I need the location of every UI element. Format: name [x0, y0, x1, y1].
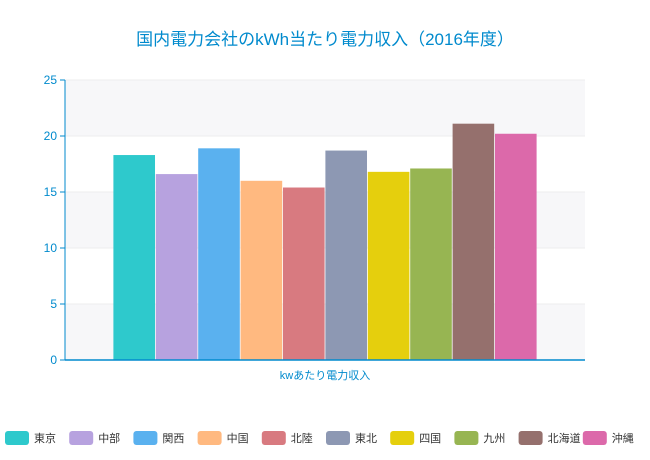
legend-label: 四国: [419, 432, 441, 445]
bar-北海道[interactable]: [452, 123, 495, 361]
legend-label: 北海道: [548, 431, 581, 445]
legend-swatch: [454, 431, 479, 445]
y-tick-label: 20: [44, 129, 58, 143]
legend-item[interactable]: 関西: [133, 431, 184, 445]
bars: [113, 123, 537, 361]
legend-swatch: [582, 431, 607, 445]
bar-北陸[interactable]: [283, 187, 325, 360]
legend-label: 九州: [483, 432, 505, 445]
bar-沖縄[interactable]: [495, 133, 537, 360]
grid-band: [65, 80, 585, 136]
legend-label: 中部: [98, 431, 120, 445]
y-tick-label: 25: [44, 73, 58, 87]
y-tick-label: 0: [50, 353, 57, 367]
legend-label: 東京: [34, 431, 56, 445]
y-tick-label: 15: [44, 185, 58, 199]
legend-label: 東北: [355, 432, 377, 445]
y-tick-label: 5: [50, 297, 57, 311]
y-tick-label: 10: [44, 241, 58, 255]
x-axis-label: kwあたり電力収入: [280, 369, 370, 382]
legend-label: 北陸: [291, 432, 313, 445]
legend-label: 関西: [162, 432, 184, 445]
legend-label: 沖縄: [612, 431, 634, 445]
bar-東北[interactable]: [325, 150, 367, 360]
legend-item[interactable]: 中国: [197, 431, 249, 445]
legend-swatch: [69, 431, 94, 445]
legend-swatch: [197, 431, 222, 445]
bar-関西[interactable]: [198, 148, 240, 360]
legend-item[interactable]: 北海道: [518, 431, 581, 445]
y-tick-labels: 0 5 10 15 20 25: [44, 73, 58, 367]
legend-item[interactable]: 中部: [69, 431, 120, 445]
bar-中部[interactable]: [155, 174, 198, 360]
legend-item[interactable]: 北陸: [261, 431, 313, 445]
legend-item[interactable]: 沖縄: [582, 431, 634, 445]
legend-swatch: [261, 431, 286, 445]
legend-item[interactable]: 九州: [454, 431, 505, 445]
bar-九州[interactable]: [410, 168, 452, 360]
legend-item[interactable]: 東京: [5, 431, 56, 445]
legend-item[interactable]: 四国: [390, 431, 441, 445]
bar-東京[interactable]: [113, 155, 155, 360]
legend-swatch: [5, 431, 29, 445]
legend-item[interactable]: 東北: [326, 431, 377, 445]
legend-label: 中国: [227, 432, 249, 445]
chart-title: 国内電力会社のkWh当たり電力収入（2016年度）: [136, 30, 514, 49]
bar-中国[interactable]: [240, 180, 283, 360]
axes: [60, 79, 585, 361]
legend-swatch: [133, 431, 158, 445]
legend-swatch: [390, 431, 415, 445]
legend[interactable]: 東京 中部 関西 中国 北陸 東北 四国 九州 北海道 沖縄: [5, 431, 634, 445]
legend-swatch: [518, 431, 543, 445]
bar-四国[interactable]: [367, 171, 410, 360]
legend-swatch: [326, 431, 350, 445]
